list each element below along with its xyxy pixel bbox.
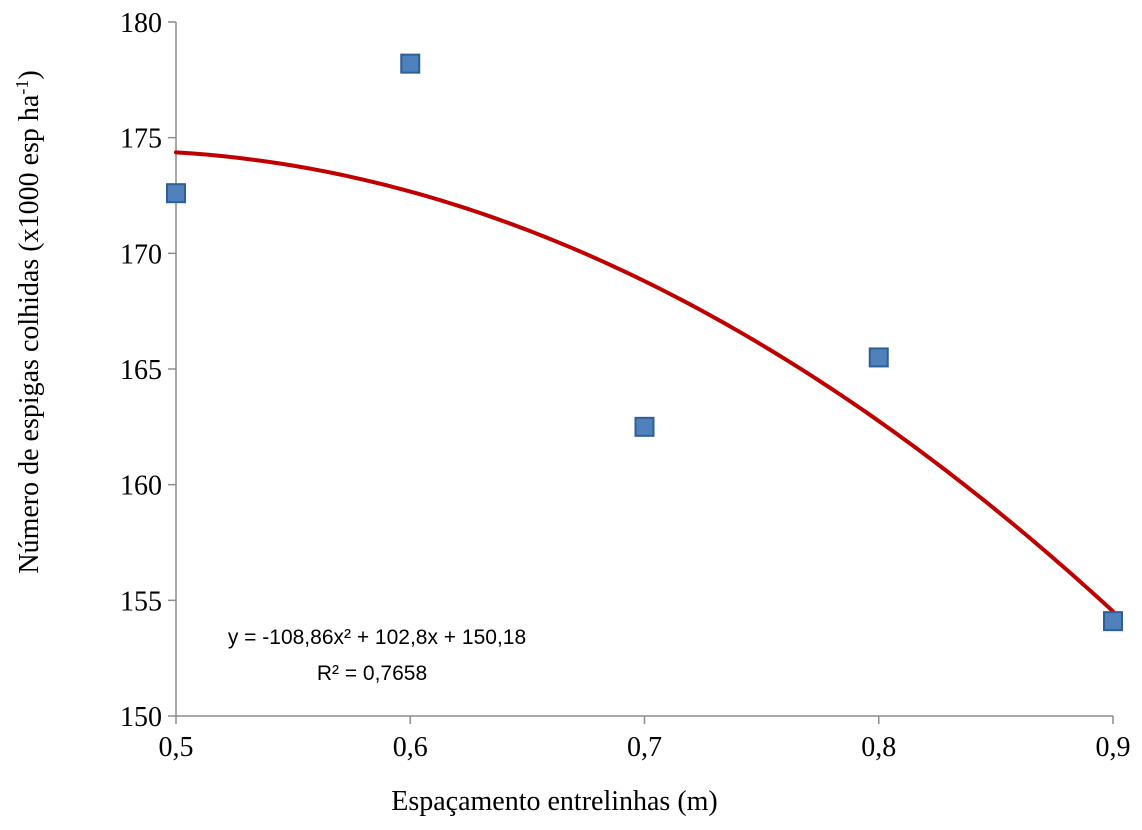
y-tick-label: 150 (120, 702, 162, 733)
y-tick-label: 155 (120, 586, 162, 617)
x-axis-title: Espaçamento entrelinhas (m) (391, 786, 718, 817)
y-tick-label: 175 (120, 124, 162, 155)
x-tick-label: 0,8 (861, 732, 896, 763)
y-tick-label: 160 (120, 471, 162, 502)
y-tick-label: 165 (120, 355, 162, 386)
trendline-equation: y = -108,86x² + 102,8x + 150,18 (228, 626, 526, 649)
x-axis: 0,5 0,6 0,7 0,8 0,9 (159, 715, 1131, 763)
x-tick-label: 0,5 (159, 732, 194, 763)
trendline (174, 150, 1115, 614)
data-point (400, 53, 421, 74)
x-tick-label: 0,6 (393, 732, 428, 763)
y-axis-title: Número de espigas colhidas (x1000 esp ha… (12, 70, 45, 573)
r-squared-label: R² = 0,7658 (317, 662, 427, 685)
y-tick-label: 170 (120, 239, 162, 270)
data-point (634, 416, 655, 437)
y-axis: 150 155 160 165 170 175 180 (120, 8, 177, 733)
y-axis-title-main: Número de espigas colhidas (x1000 esp ha (14, 94, 45, 574)
data-point (166, 183, 186, 204)
data-points (166, 53, 1123, 632)
y-tick-label: 180 (120, 8, 162, 39)
data-point (1103, 611, 1123, 632)
data-point (868, 347, 889, 368)
y-axis-title-superscript: -1 (12, 80, 32, 95)
x-tick-label: 0,7 (627, 732, 662, 763)
y-axis-title-end: ) (14, 70, 45, 79)
x-tick-label: 0,9 (1096, 732, 1131, 763)
